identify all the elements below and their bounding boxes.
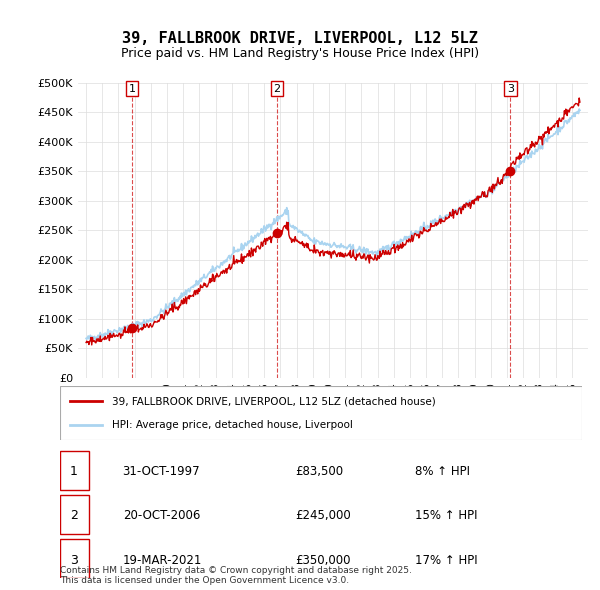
Text: 2: 2 <box>70 509 78 522</box>
Text: 3: 3 <box>507 84 514 93</box>
Text: HPI: Average price, detached house, Liverpool: HPI: Average price, detached house, Live… <box>112 419 353 430</box>
FancyBboxPatch shape <box>60 451 89 490</box>
Text: 39, FALLBROOK DRIVE, LIVERPOOL, L12 5LZ (detached house): 39, FALLBROOK DRIVE, LIVERPOOL, L12 5LZ … <box>112 396 436 407</box>
Text: Contains HM Land Registry data © Crown copyright and database right 2025.
This d: Contains HM Land Registry data © Crown c… <box>60 566 412 585</box>
Text: 20-OCT-2006: 20-OCT-2006 <box>122 509 200 522</box>
FancyBboxPatch shape <box>60 539 89 578</box>
Text: £245,000: £245,000 <box>295 509 350 522</box>
Text: 3: 3 <box>70 553 78 566</box>
FancyBboxPatch shape <box>60 386 582 440</box>
Text: 39, FALLBROOK DRIVE, LIVERPOOL, L12 5LZ: 39, FALLBROOK DRIVE, LIVERPOOL, L12 5LZ <box>122 31 478 46</box>
Text: 1: 1 <box>128 84 136 93</box>
Text: 31-OCT-1997: 31-OCT-1997 <box>122 466 200 478</box>
Text: Price paid vs. HM Land Registry's House Price Index (HPI): Price paid vs. HM Land Registry's House … <box>121 47 479 60</box>
Text: 1: 1 <box>70 466 78 478</box>
FancyBboxPatch shape <box>60 495 89 534</box>
Text: £350,000: £350,000 <box>295 553 350 566</box>
Text: 8% ↑ HPI: 8% ↑ HPI <box>415 466 470 478</box>
Text: 17% ↑ HPI: 17% ↑ HPI <box>415 553 478 566</box>
Text: 2: 2 <box>274 84 281 93</box>
Text: £83,500: £83,500 <box>295 466 343 478</box>
Text: 15% ↑ HPI: 15% ↑ HPI <box>415 509 478 522</box>
Text: 19-MAR-2021: 19-MAR-2021 <box>122 553 202 566</box>
